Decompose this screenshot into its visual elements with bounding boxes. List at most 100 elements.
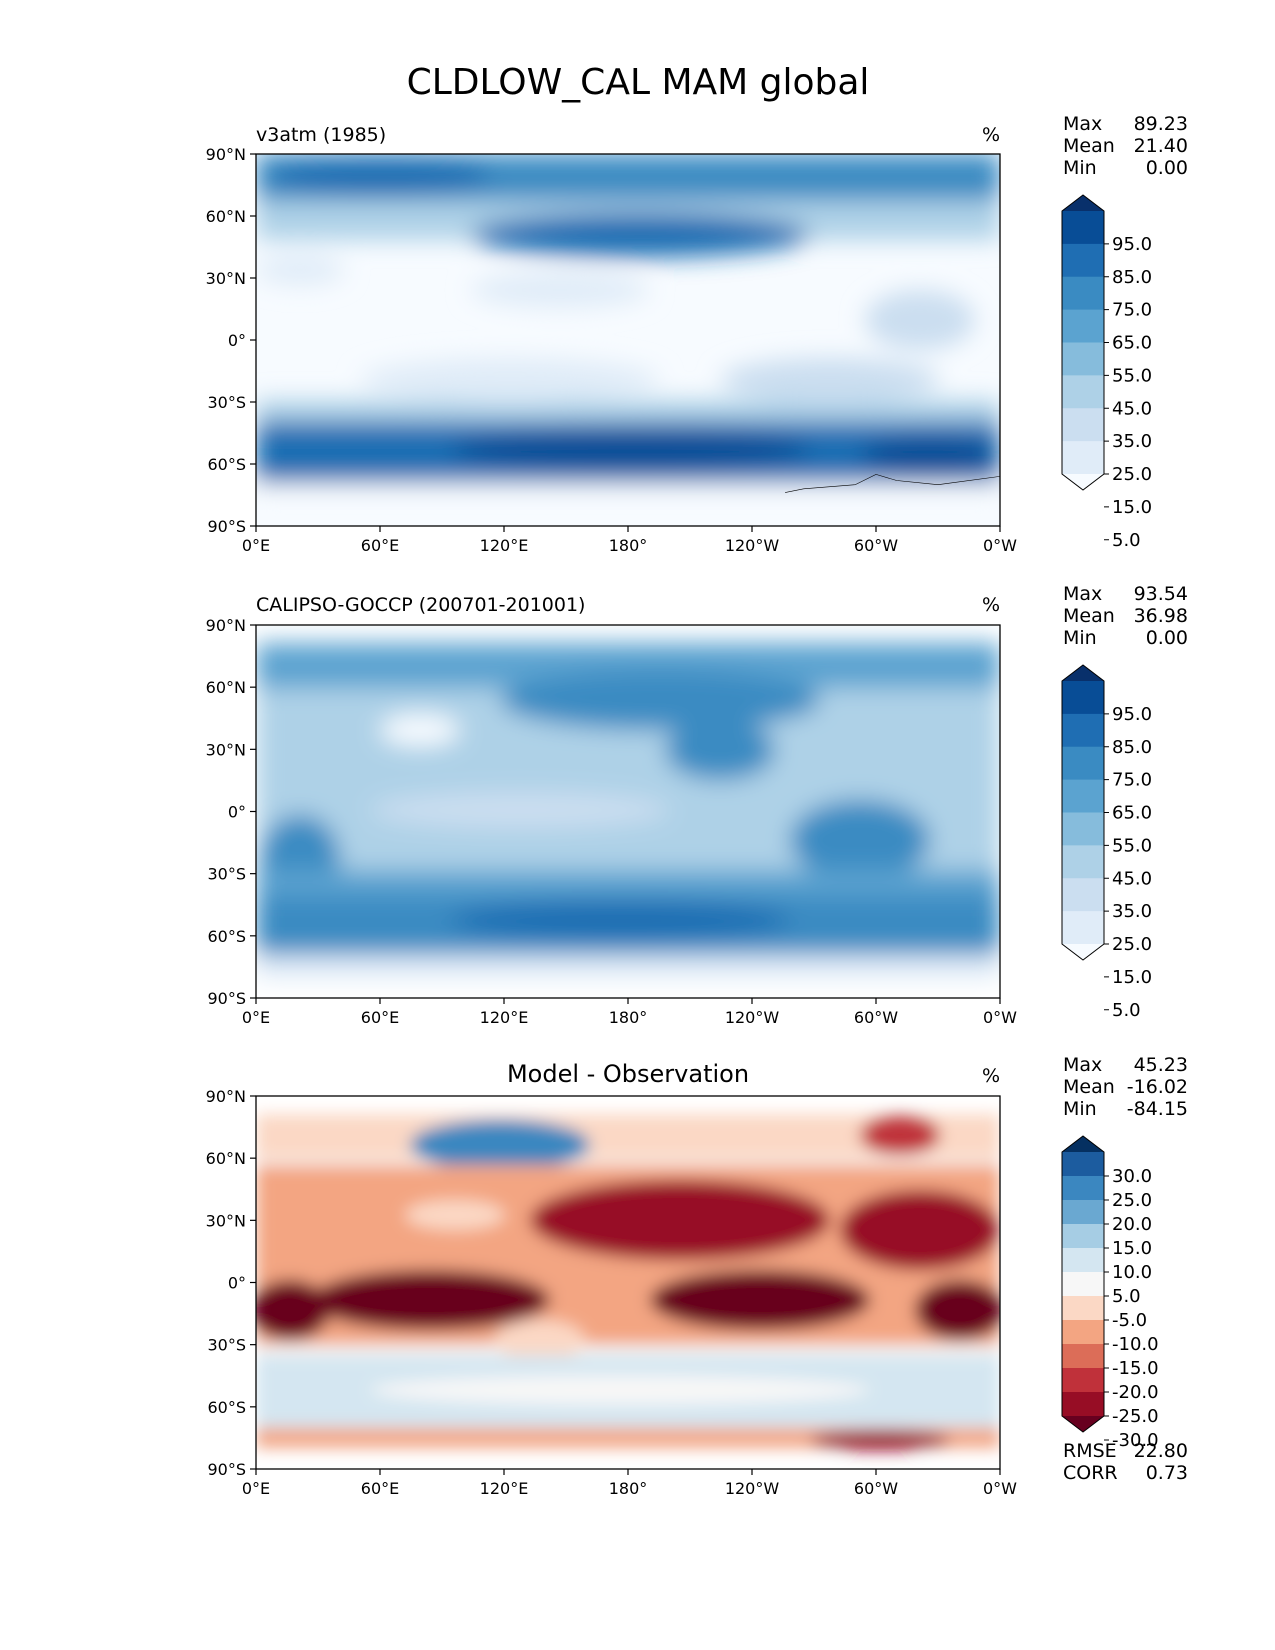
colorbar-segment [1062,681,1104,715]
extra-stats-block: RMSE 22.80 CORR 0.73 [1063,1440,1188,1484]
colorbar-segment [1062,243,1104,278]
colorbar-segment [1062,812,1104,846]
x-tick-label: 60°W [854,536,898,555]
colorbar-segment [1062,1176,1104,1201]
x-tick-label: 180° [609,536,648,555]
x-tick-label: 0°W [983,1479,1017,1498]
x-tick-label: 0°W [983,536,1017,555]
stat-label: Max [1063,1054,1102,1076]
figure-title: CLDLOW_CAL MAM global [407,62,870,103]
panel-difference: Model - Observation % [206,1054,1188,1498]
colorbar-segment [1062,408,1104,442]
x-tick-label: 0°E [242,1479,270,1498]
colorbar-segment [1062,276,1104,311]
y-tick-label: 90°S [207,1460,246,1479]
panel-model: v3atm (1985) % 0° [206,113,1188,555]
stat-label: Max [1063,583,1102,605]
colorbar-tick-label: -25.0 [1112,1406,1159,1427]
colorbar-extend-top [1062,195,1104,211]
colorbar-tick-label: 65.0 [1112,803,1152,824]
x-tick-label: 60°E [361,1008,399,1027]
units-label: % [982,1065,1000,1087]
y-tick-label: 60°N [206,678,246,697]
colorbar-tick-label: 25.0 [1112,464,1152,485]
x-tick-label: 60°E [361,536,399,555]
y-tick-label: 90°N [206,145,246,164]
x-tick-label: 60°E [361,1479,399,1498]
map-axes: 0°E 60°E 120°E 180° 120°W 60°W 0°W 90°N 60°N 30°N… [206,616,1018,1027]
colorbar-segment [1062,1392,1104,1417]
colorbar-tick-label: 20.0 [1112,1214,1152,1235]
colorbar-tick-label: 15.0 [1112,497,1152,518]
y-tick-label: 60°S [207,927,246,946]
colorbar-segment [1062,1296,1104,1321]
panel-title: v3atm (1985) [256,124,386,146]
x-tick-label: 120°E [480,536,529,555]
map-field [256,1096,1000,1469]
colorbar: 95.0 85.0 75.0 65.0 55.0 45.0 35.0 25.0 15.0 5.0 [1061,664,1152,1021]
stat-label: Min [1063,157,1097,179]
stats-block: Max 89.23 Mean 21.40 Min 0.00 [1063,113,1188,179]
colorbar-segment [1062,1224,1104,1249]
colorbar-segment [1062,1320,1104,1345]
y-tick-label: 90°S [207,989,246,1008]
y-tick-label: 90°N [206,616,246,635]
y-tick-label: 30°N [206,740,246,759]
colorbar-segment [1062,845,1104,879]
y-tick-label: 30°N [206,269,246,288]
colorbar: 30.0 25.0 20.0 15.0 10.0 5.0 -5.0 -10.0 -15.0 -20… [1061,1135,1159,1451]
stat-value: 45.23 [1134,1054,1188,1076]
y-tick-label: 60°S [207,1398,246,1417]
units-label: % [982,594,1000,616]
colorbar-tick-label: 15.0 [1112,967,1152,988]
colorbar-tick-label: 95.0 [1112,234,1152,255]
stat-value: 21.40 [1134,135,1188,157]
colorbar-segment [1062,1368,1104,1393]
y-tick-label: 90°S [207,517,246,536]
colorbar-tick-label: 5.0 [1112,1286,1141,1307]
stat-value: 89.23 [1134,113,1188,135]
y-tick-label: 30°N [206,1211,246,1230]
colorbar-tick-label: -10.0 [1112,1334,1159,1355]
y-tick-label: 0° [228,803,246,822]
x-tick-label: 120°E [480,1479,529,1498]
x-tick-label: 180° [609,1008,648,1027]
stat-label: Mean [1063,135,1115,157]
colorbar-extend-top [1062,665,1104,681]
y-tick-label: 30°S [207,393,246,412]
colorbar-tick-label: 10.0 [1112,1262,1152,1283]
map-field [256,625,1000,998]
colorbar-tick-label: 45.0 [1112,398,1152,419]
colorbar-tick-label: -30.0 [1112,1430,1159,1451]
y-tick-label: 90°N [206,1087,246,1106]
stat-label: CORR [1063,1462,1118,1484]
colorbar-tick-label: 95.0 [1112,704,1152,725]
colorbar-tick-label: 75.0 [1112,300,1152,321]
colorbar-tick-label: 85.0 [1112,737,1152,758]
stat-value: -16.02 [1127,1076,1188,1098]
colorbar-tick-label: 65.0 [1112,333,1152,354]
stat-label: RMSE [1063,1440,1117,1462]
units-label: % [982,124,1000,146]
colorbar-tick-label: -15.0 [1112,1358,1159,1379]
stat-value: 36.98 [1134,605,1188,627]
stat-label: Min [1063,627,1097,649]
stat-label: Mean [1063,605,1115,627]
colorbar-tick-label: 25.0 [1112,1190,1152,1211]
x-tick-label: 120°W [725,536,780,555]
stat-value: 0.00 [1146,157,1188,179]
colorbar-segment [1062,1248,1104,1273]
colorbar-tick-label: 35.0 [1112,901,1152,922]
x-tick-label: 60°W [854,1479,898,1498]
colorbar-tick-label: -20.0 [1112,1382,1159,1403]
colorbar-extend-bottom [1062,1416,1104,1432]
colorbar-segment [1062,713,1104,748]
y-tick-label: 30°S [207,865,246,884]
y-tick-label: 60°N [206,1149,246,1168]
colorbar-extend-bottom [1062,474,1104,490]
panel-title: Model - Observation [507,1060,749,1088]
panel-observation: CALIPSO-GOCCP (200701-201001) % 0°E [206,583,1188,1027]
map-field [256,154,1000,526]
x-tick-label: 0°E [242,536,270,555]
